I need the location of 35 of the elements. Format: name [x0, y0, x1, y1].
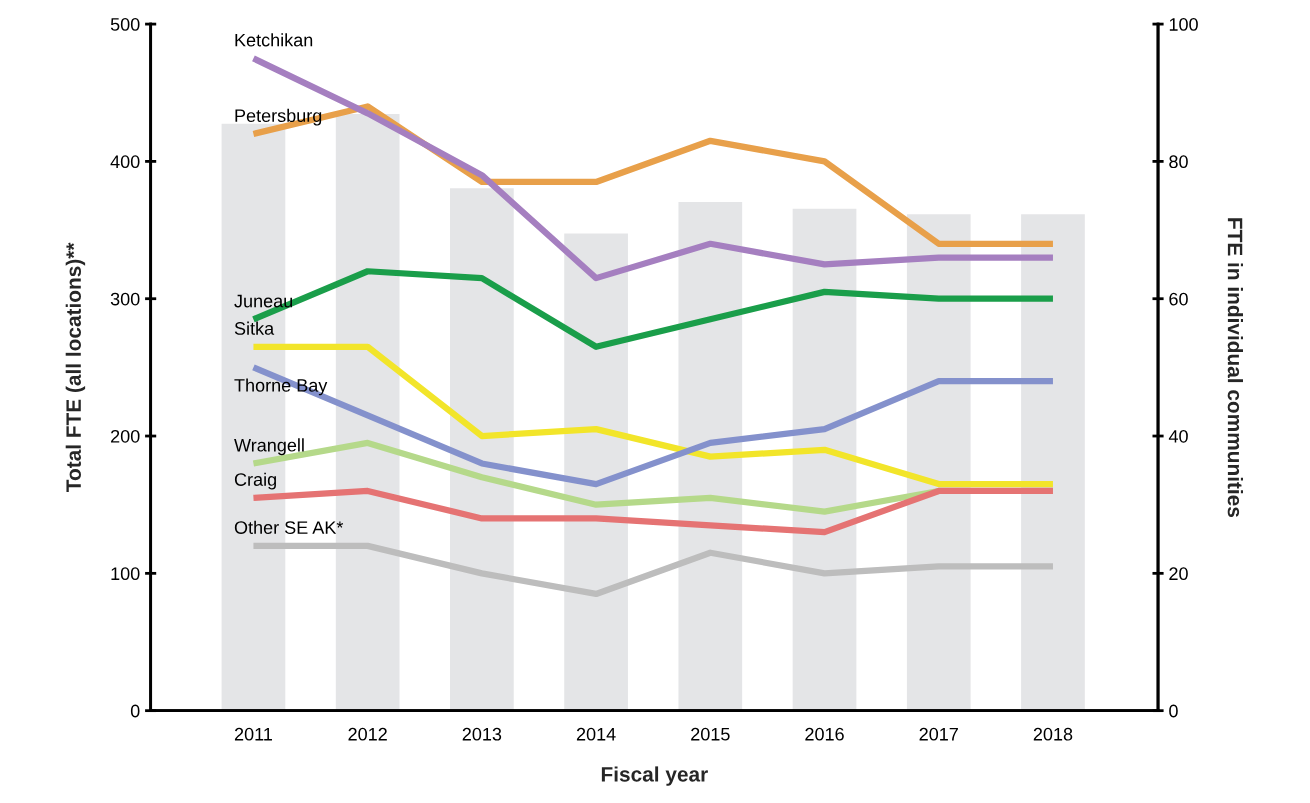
x-tick-label: 2016 — [805, 727, 844, 741]
x-tick-label: 2013 — [462, 727, 502, 741]
y2-tick-label: 100 — [1169, 18, 1198, 31]
y2-tick-label: 20 — [1169, 567, 1188, 581]
series-label: Ketchikan — [235, 33, 313, 47]
y2-axis-title: FTE in individual communities — [1227, 218, 1243, 518]
series-label: Craig — [234, 472, 276, 490]
bar — [448, 186, 516, 711]
series-label: Juneau — [234, 294, 293, 308]
bar — [791, 207, 858, 711]
x-tick-label: 2018 — [1033, 727, 1073, 741]
y2-tick-label: 80 — [1169, 155, 1188, 169]
bar — [677, 200, 744, 711]
series-label: Thorne Bay — [234, 378, 328, 396]
y2-tick-label: 60 — [1169, 292, 1188, 306]
x-tick-label: 2017 — [919, 727, 958, 741]
y2-tick-label: 0 — [1169, 704, 1178, 718]
x-tick-label: 2014 — [576, 727, 616, 741]
series-label: Petersburg — [235, 108, 322, 126]
y-tick-label: 100 — [111, 567, 140, 581]
y-tick-label: 200 — [111, 429, 140, 443]
series-label: Sitka — [234, 321, 275, 335]
x-tick-label: 2012 — [348, 727, 387, 741]
x-axis-title: Fiscal year — [601, 766, 708, 786]
series-label: Wrangell — [234, 438, 304, 456]
bar — [1019, 212, 1087, 711]
x-tick-label: 2015 — [691, 727, 730, 741]
y-tick-label: 300 — [110, 292, 140, 306]
y2-tick-label: 40 — [1168, 429, 1188, 443]
series-label: Other SE AK* — [234, 520, 344, 534]
y-tick-label: 0 — [130, 704, 140, 718]
y-tick-label: 400 — [110, 155, 140, 169]
y-tick-label: 500 — [110, 18, 140, 31]
x-tick-label: 2011 — [234, 727, 272, 741]
y-axis-title: Total FTE (all locations)** — [65, 242, 86, 492]
